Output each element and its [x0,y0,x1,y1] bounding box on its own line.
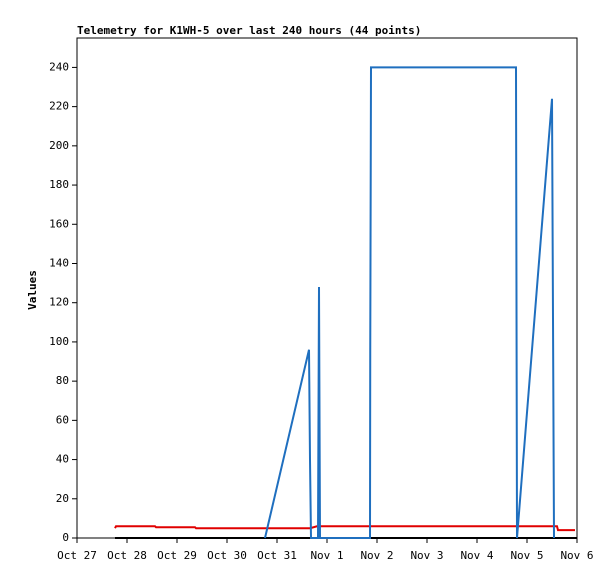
y-tick-label: 0 [62,531,69,544]
y-axis-label: Values [26,270,39,310]
x-tick-label: Nov 1 [310,549,343,562]
y-tick-label: 220 [49,100,69,113]
y-tick-label: 240 [49,60,69,73]
x-tick-label: Oct 29 [157,549,197,562]
series-line [264,66,555,539]
y-tick-label: 180 [49,178,69,191]
x-tick-label: Oct 28 [107,549,147,562]
x-tick-label: Oct 30 [207,549,247,562]
x-tick-label: Nov 2 [360,549,393,562]
y-tick-label: 140 [49,256,69,269]
y-tick-label: 80 [56,374,69,387]
x-tick-label: Nov 6 [560,549,593,562]
chart-title: Telemetry for K1WH-5 over last 240 hours… [77,24,421,37]
y-tick-label: 20 [56,492,69,505]
x-tick-label: Oct 27 [57,549,97,562]
y-tick-label: 160 [49,217,69,230]
y-tick-label: 200 [49,139,69,152]
y-tick-label: 40 [56,453,69,466]
x-tick-label: Oct 31 [257,549,297,562]
x-tick-label: Nov 5 [510,549,543,562]
x-tick-label: Nov 4 [460,549,493,562]
y-tick-label: 100 [49,335,69,348]
y-tick-label: 120 [49,296,69,309]
y-tick-label: 60 [56,413,69,426]
x-tick-label: Nov 3 [410,549,443,562]
